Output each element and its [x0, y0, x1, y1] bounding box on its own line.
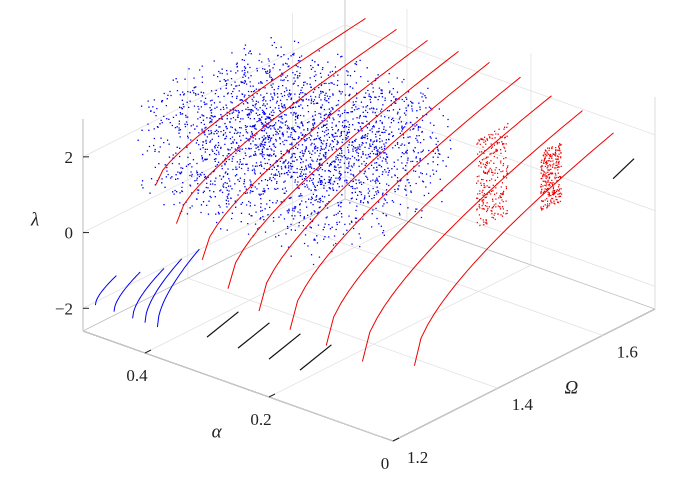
red-curve: [361, 110, 583, 362]
red-curve: [155, 17, 366, 185]
blue-curve: [113, 271, 141, 312]
grid-line: [268, 264, 532, 398]
y-tick-label: 1.4: [512, 395, 534, 414]
axes-box: [82, 0, 656, 442]
tick-labels: 0 0.2 0.4 1.2 1.4 1.6 −2 0 2: [55, 148, 638, 473]
x-axis-label: α: [212, 422, 223, 443]
data-marks: [94, 17, 635, 371]
red-curve: [413, 132, 614, 366]
red-curve: [258, 62, 490, 312]
blue-curve: [144, 258, 183, 323]
z-tick-label: 0: [65, 224, 74, 243]
grid-line: [82, 330, 394, 442]
red-curve: [227, 51, 459, 289]
grid-line: [82, 175, 346, 309]
red-curve: [175, 28, 397, 224]
back-floor-edge: [82, 198, 346, 332]
blue-curve: [156, 248, 200, 328]
grid-line: [392, 308, 656, 442]
x-tick-label: 0: [381, 454, 390, 473]
grid-line: [344, 24, 656, 136]
black-segment: [237, 322, 270, 349]
grid-line: [344, 175, 656, 287]
y-tick-label: 1.6: [617, 342, 638, 361]
red-curve: [325, 95, 552, 346]
black-segment: [206, 311, 239, 338]
y-axis-label: Ω: [564, 378, 578, 399]
black-segment: [268, 333, 301, 360]
black-segment: [299, 344, 332, 371]
z-tick-label: 2: [65, 148, 74, 167]
back-floor-edge: [344, 198, 656, 310]
x-tick-label: 0.2: [250, 410, 271, 429]
x-tick-mark: [268, 393, 276, 398]
y-tick-label: 1.2: [407, 448, 428, 467]
x-tick-mark: [144, 349, 152, 354]
blue-curve: [94, 275, 117, 306]
grid-line: [82, 24, 346, 158]
red-band-points: [540, 143, 563, 211]
grid-line: [144, 220, 408, 354]
grid-line: [187, 277, 498, 389]
z-tick-label: −2: [55, 299, 73, 318]
black-segment: [612, 158, 635, 180]
grid-line: [344, 100, 656, 211]
blue-chaotic-points: [137, 37, 452, 266]
x-tick-label: 0.4: [126, 366, 148, 385]
grid-lines: [82, 9, 656, 442]
blue-curve: [132, 268, 165, 319]
z-axis-label: λ: [30, 210, 39, 231]
red-curve: [289, 76, 521, 330]
grid-line: [292, 225, 603, 336]
red-band-points: [476, 123, 509, 227]
red-curve: [201, 39, 428, 261]
x-tick-mark: [392, 437, 400, 442]
